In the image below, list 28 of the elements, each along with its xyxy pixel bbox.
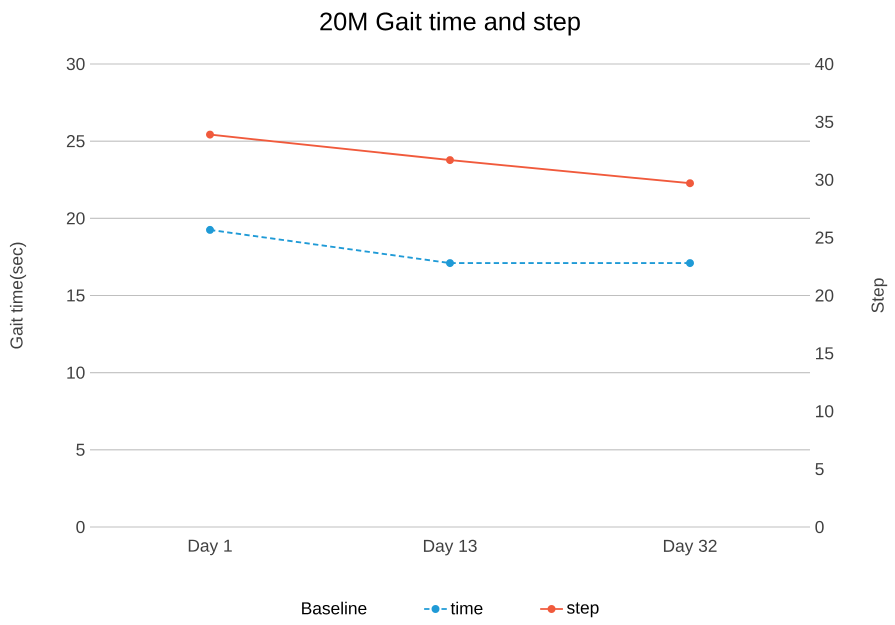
y-tick-label: 10 — [67, 366, 85, 379]
y2-tick-label: 10 — [816, 405, 834, 418]
y-axis-title: Gait time(sec) — [10, 242, 26, 349]
y2-tick-label: 25 — [816, 231, 834, 244]
y2-tick-label: 15 — [816, 347, 834, 360]
y-tick-label: 20 — [66, 212, 85, 224]
legend-title: Baseline — [302, 602, 366, 614]
y2-axis-title: Step — [871, 278, 888, 313]
y2-tick-label: 0 — [815, 520, 824, 534]
y2-tick-label: 20 — [816, 289, 834, 302]
point — [446, 156, 454, 164]
y-tick-label: 15 — [67, 289, 85, 302]
y-tick-label: 25 — [66, 135, 85, 148]
legend-label: time — [450, 602, 482, 614]
x-tick-label: Day 32 — [664, 540, 717, 556]
y2-tick-label: 5 — [815, 463, 824, 476]
y-tick-label: 5 — [76, 444, 85, 456]
point — [686, 179, 694, 188]
point — [206, 130, 214, 139]
y-tick-label: 30 — [66, 58, 85, 70]
y-tick-label: 0 — [76, 520, 85, 534]
chart-title: 20M Gait time and step — [320, 12, 580, 36]
y2-tick-label: 40 — [815, 58, 834, 70]
y2-tick-label: 30 — [815, 174, 834, 186]
x-tick-label: Day 13 — [424, 540, 477, 556]
y2-tick-label: 35 — [815, 116, 834, 128]
x-tick-label: Day 1 — [188, 540, 232, 556]
legend-label: step — [567, 602, 599, 618]
